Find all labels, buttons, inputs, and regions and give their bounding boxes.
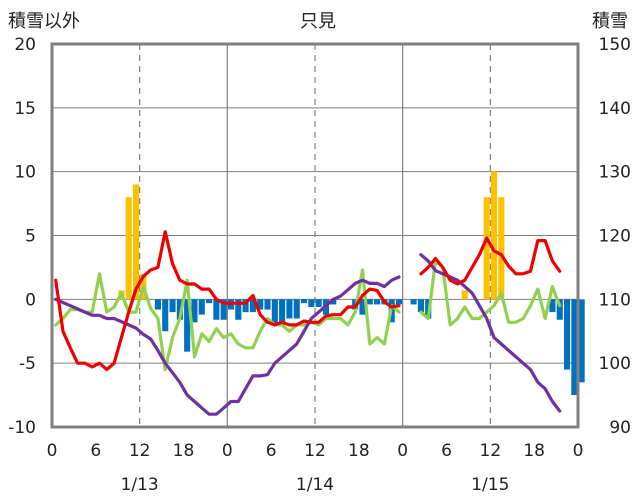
snowfall-bar bbox=[461, 290, 468, 300]
snowfall-bar bbox=[490, 171, 498, 300]
x-tick-label: 0 bbox=[47, 441, 58, 461]
snowfall-bar bbox=[483, 197, 490, 300]
chart-title: 只見 bbox=[300, 11, 336, 32]
x-tick-label: 6 bbox=[266, 441, 277, 461]
right-tick-label: 140 bbox=[599, 99, 631, 119]
snow-decrease-bar bbox=[417, 299, 424, 313]
x-tick-label: 18 bbox=[348, 441, 370, 461]
snow-decrease-bar bbox=[571, 299, 578, 396]
snow-decrease-bar bbox=[176, 299, 183, 320]
snow-decrease-bar bbox=[366, 299, 373, 305]
date-labels: 1/13 1/14 1/15 bbox=[121, 475, 510, 495]
x-tick-label: 18 bbox=[173, 441, 195, 461]
snow-decrease-bar bbox=[249, 299, 256, 313]
snow-decrease-bar bbox=[279, 299, 286, 325]
snow-decrease-bar bbox=[556, 299, 563, 320]
date-label: 1/14 bbox=[296, 475, 334, 495]
left-tick-labels: 20 15 10 5 0 -5 -10 bbox=[8, 35, 36, 438]
left-axis-title: 積雪以外 bbox=[8, 11, 80, 32]
x-tick-label: 0 bbox=[222, 441, 233, 461]
snowfall-bar bbox=[498, 197, 505, 300]
snow-decrease-bar bbox=[191, 299, 198, 323]
x-tick-label: 12 bbox=[304, 441, 326, 461]
right-tick-labels: 150 140 130 120 110 100 90 bbox=[599, 35, 631, 438]
x-tick-label: 6 bbox=[90, 441, 101, 461]
snow-decrease-bar bbox=[395, 299, 403, 305]
snow-decrease-bar bbox=[220, 299, 227, 320]
snow-decrease-bar bbox=[410, 299, 417, 305]
right-axis-title: 積雪 bbox=[592, 11, 628, 32]
snow-decrease-bar bbox=[235, 299, 242, 320]
snow-decrease-bar bbox=[169, 299, 176, 313]
left-tick-label: 20 bbox=[14, 35, 36, 55]
right-tick-label: 150 bbox=[599, 35, 631, 55]
x-tick-label: 6 bbox=[441, 441, 452, 461]
snow-decrease-bar bbox=[300, 299, 308, 304]
snow-decrease-bar bbox=[374, 299, 381, 305]
right-tick-label: 120 bbox=[599, 227, 631, 247]
x-tick-labels: 0 6 12 18 0 6 12 18 0 6 12 18 0 bbox=[47, 441, 584, 461]
x-tick-label: 12 bbox=[480, 441, 502, 461]
snow-decrease-bar bbox=[242, 299, 249, 313]
green-series-line bbox=[54, 259, 562, 372]
right-tick-label: 130 bbox=[599, 163, 631, 183]
snow-decrease-bar bbox=[286, 299, 293, 319]
x-tick-label: 12 bbox=[129, 441, 151, 461]
snow-decrease-bar bbox=[549, 299, 556, 313]
snow-decrease-bar bbox=[184, 299, 191, 352]
left-tick-label: -5 bbox=[19, 354, 36, 374]
left-tick-label: -10 bbox=[8, 418, 36, 438]
right-tick-label: 100 bbox=[599, 354, 631, 374]
snow-decrease-bar bbox=[206, 299, 213, 304]
snow-decrease-bar bbox=[330, 299, 337, 305]
left-tick-label: 15 bbox=[14, 99, 36, 119]
snow-decrease-bar bbox=[563, 299, 571, 370]
date-label: 1/15 bbox=[471, 475, 509, 495]
left-tick-label: 5 bbox=[25, 227, 36, 247]
snow-decrease-bar bbox=[257, 299, 264, 310]
plot-frame bbox=[50, 42, 580, 429]
snow-decrease-bar bbox=[293, 299, 300, 319]
x-tick-label: 18 bbox=[523, 441, 545, 461]
snowfall-bar bbox=[132, 184, 140, 300]
purple-series-line bbox=[54, 253, 562, 416]
x-tick-label: 0 bbox=[397, 441, 408, 461]
date-label: 1/13 bbox=[121, 475, 159, 495]
snow-decrease-bar bbox=[213, 299, 220, 320]
snow-decrease-bar bbox=[154, 299, 161, 310]
left-tick-label: 10 bbox=[14, 163, 36, 183]
right-tick-label: 90 bbox=[609, 418, 631, 438]
snow-decrease-bar bbox=[162, 299, 169, 332]
snow-decrease-bar bbox=[198, 299, 205, 315]
snowfall-bar bbox=[125, 197, 132, 300]
line-layer bbox=[54, 230, 562, 416]
snow-decrease-bar bbox=[271, 299, 278, 325]
snow-decrease-bar bbox=[359, 299, 366, 315]
x-tick-label: 0 bbox=[573, 441, 584, 461]
snow-decrease-bar bbox=[315, 299, 322, 307]
snow-decrease-bar bbox=[308, 299, 315, 307]
snow-decrease-bar bbox=[264, 299, 271, 310]
snow-decrease-bar bbox=[578, 299, 585, 383]
left-tick-label: 0 bbox=[25, 290, 36, 310]
red-series-line bbox=[54, 230, 562, 372]
right-tick-label: 110 bbox=[599, 290, 631, 310]
